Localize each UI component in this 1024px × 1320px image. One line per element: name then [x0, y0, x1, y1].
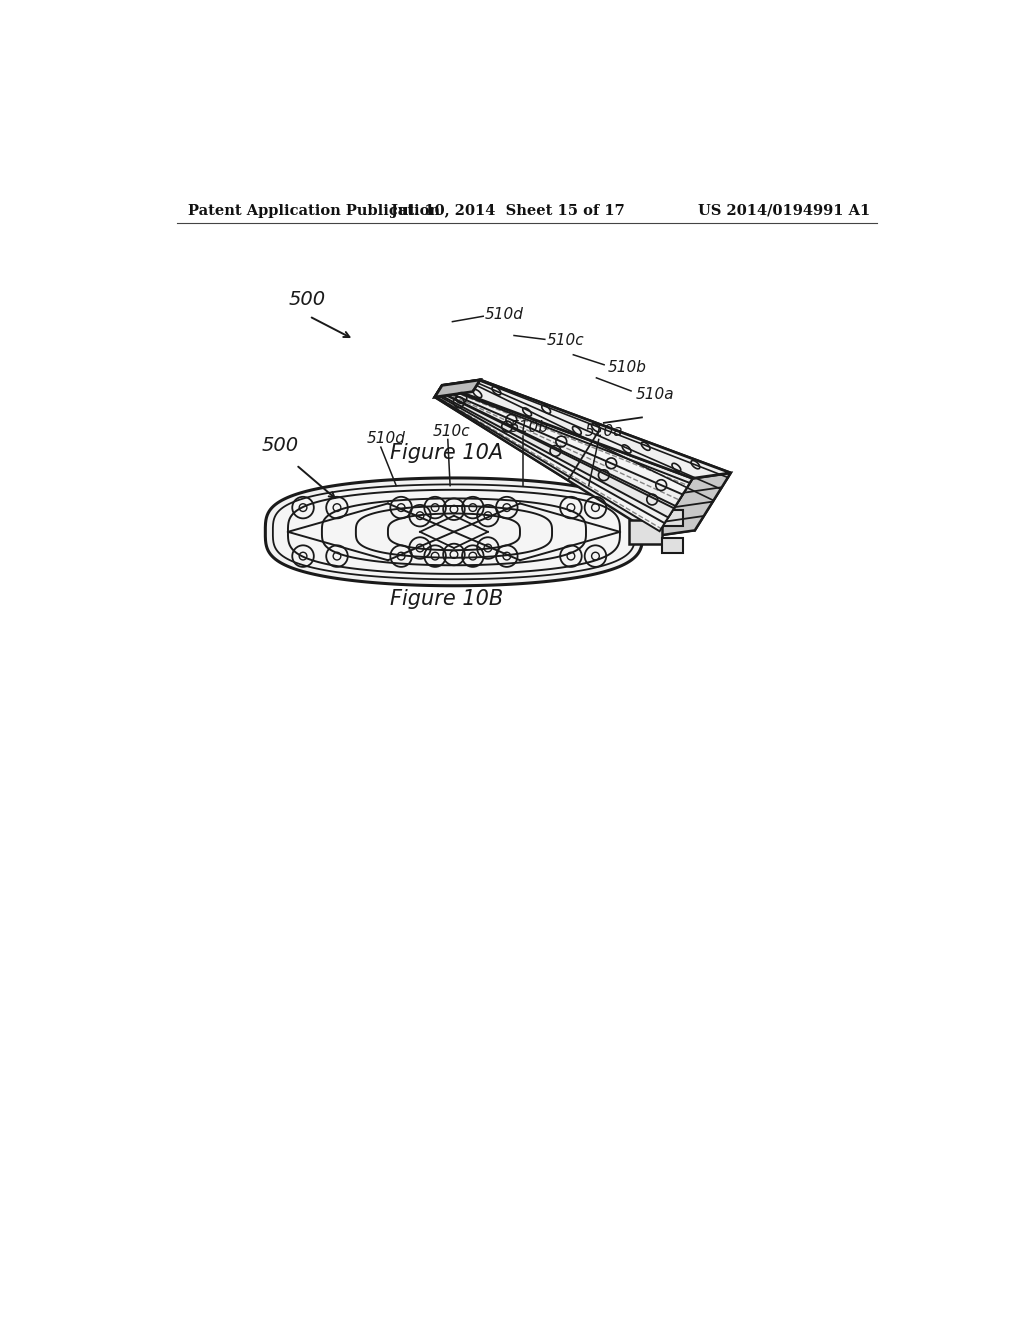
Polygon shape [437, 391, 676, 515]
Polygon shape [435, 385, 692, 536]
Text: 510c: 510c [433, 424, 471, 438]
Polygon shape [662, 511, 683, 525]
Polygon shape [473, 380, 731, 531]
Polygon shape [436, 388, 683, 523]
Text: 510d: 510d [367, 432, 406, 446]
Text: 510d: 510d [484, 306, 523, 322]
Text: 500: 500 [261, 436, 299, 455]
Text: Patent Application Publication: Patent Application Publication [188, 203, 440, 218]
Text: 510b: 510b [608, 360, 647, 375]
Polygon shape [265, 478, 643, 586]
Polygon shape [435, 392, 695, 536]
Polygon shape [662, 539, 683, 553]
Polygon shape [630, 520, 662, 544]
Polygon shape [435, 387, 690, 531]
Polygon shape [437, 392, 674, 517]
Text: 500: 500 [289, 289, 326, 309]
Polygon shape [435, 380, 480, 397]
Text: 510a: 510a [636, 387, 675, 401]
Polygon shape [442, 380, 731, 478]
Text: Jul. 10, 2014  Sheet 15 of 17: Jul. 10, 2014 Sheet 15 of 17 [391, 203, 625, 218]
Polygon shape [656, 473, 731, 536]
Text: 510b: 510b [509, 420, 548, 434]
Text: 510c: 510c [547, 333, 584, 347]
Text: 510a: 510a [585, 424, 624, 438]
Polygon shape [435, 380, 480, 397]
Text: Figure 10A: Figure 10A [390, 442, 503, 463]
Text: Figure 10B: Figure 10B [390, 589, 503, 609]
Polygon shape [272, 484, 635, 579]
Text: US 2014/0194991 A1: US 2014/0194991 A1 [697, 203, 869, 218]
